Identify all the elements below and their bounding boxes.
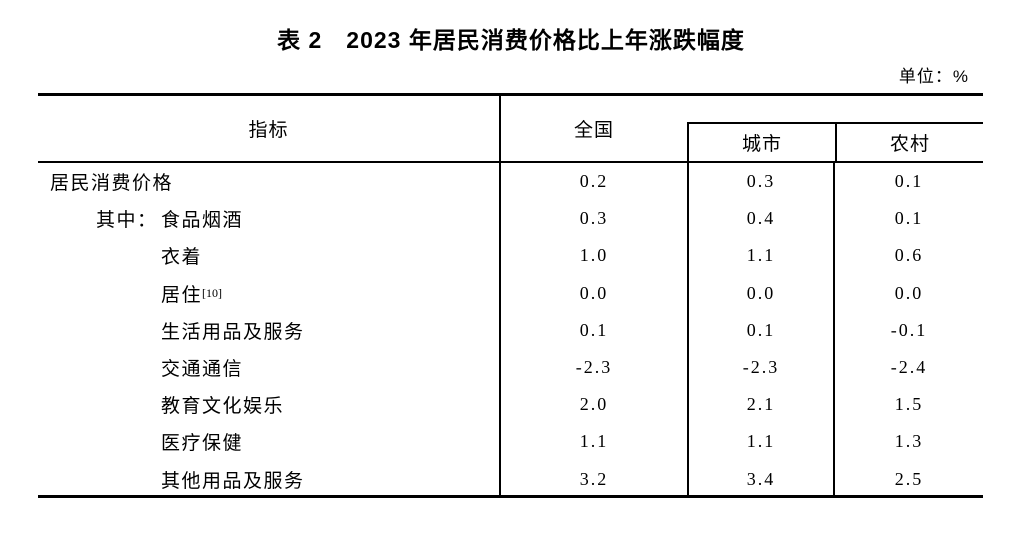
prefix-label: 其中： (96, 210, 158, 232)
rural-value: 0.1 (833, 200, 983, 238)
urban-value: 1.1 (687, 423, 833, 461)
indicator-cell: 衣着 (38, 237, 499, 274)
indicator-cell: 其他用品及服务 (38, 461, 499, 498)
indicator-label: 交通通信 (161, 359, 244, 381)
table-row: 交通通信 -2.3 -2.3 -2.4 (38, 348, 983, 387)
urban-value: 0.1 (687, 311, 833, 349)
indicator-label: 居民消费价格 (50, 173, 174, 195)
rural-value: 1.3 (833, 423, 983, 461)
indicator-cell: 交通通信 (38, 349, 499, 386)
indicator-cell: 居住 [10] (38, 275, 499, 312)
urban-value: 2.1 (687, 386, 833, 424)
rural-value: 0.6 (833, 237, 983, 275)
table-body: 居民消费价格 0.2 0.3 0.1 其中： 食品烟酒 0.3 0.4 0.1 衣着 1.0 1.1 0… (38, 163, 983, 498)
indicator-cell: 医疗保健 (38, 423, 499, 460)
table-header: 指标 全国 城市 农村 (38, 96, 983, 163)
table-row: 居民消费价格 0.2 0.3 0.1 (38, 163, 983, 201)
rural-value: -0.1 (833, 311, 983, 349)
table-row: 衣着 1.0 1.1 0.6 (38, 237, 983, 275)
indicator-label: 医疗保健 (161, 433, 244, 455)
header-national: 全国 (499, 96, 687, 161)
header-rural: 农村 (835, 124, 983, 161)
national-value: 2.0 (499, 386, 687, 424)
urban-value: 1.1 (687, 237, 833, 275)
table-row: 其他用品及服务 3.2 3.4 2.5 (38, 460, 983, 498)
national-value: 0.0 (499, 274, 687, 312)
rural-value: 0.1 (833, 163, 983, 201)
header-urban: 城市 (741, 134, 782, 155)
header-indicator: 指标 (248, 120, 289, 141)
urban-value: 0.4 (687, 200, 833, 238)
indicator-cell: 其中： 食品烟酒 (38, 200, 499, 237)
national-value: 0.3 (499, 200, 687, 238)
national-value: 0.2 (499, 163, 687, 201)
national-value: 1.0 (499, 237, 687, 275)
national-value: 3.2 (499, 460, 687, 498)
national-value: 1.1 (499, 423, 687, 461)
header-subgroup: 城市 农村 (687, 122, 983, 161)
indicator-cell: 教育文化娱乐 (38, 386, 499, 423)
table-row: 居住 [10] 0.0 0.0 0.0 (38, 274, 983, 312)
cpi-table: 指标 全国 城市 农村 居民消费价格 0.2 0.3 0.1 其中： 食品烟酒 0.3 0.4… (38, 93, 983, 498)
indicator-label: 居住 (161, 284, 203, 306)
indicator-cell: 生活用品及服务 (38, 312, 499, 349)
urban-value: -2.3 (687, 348, 833, 387)
rural-value: -2.4 (833, 348, 983, 387)
indicator-label: 食品烟酒 (161, 210, 244, 232)
indicator-label: 教育文化娱乐 (161, 396, 285, 418)
indicator-cell: 居民消费价格 (38, 163, 499, 200)
urban-value: 0.3 (687, 163, 833, 201)
urban-value: 3.4 (687, 460, 833, 498)
table-row: 生活用品及服务 0.1 0.1 -0.1 (38, 311, 983, 349)
table-row: 医疗保健 1.1 1.1 1.3 (38, 423, 983, 461)
indicator-label: 衣着 (161, 247, 203, 269)
indicator-label: 生活用品及服务 (161, 321, 305, 343)
indicator-label: 其他用品及服务 (161, 470, 305, 492)
unit-label: 单位：% (898, 67, 969, 86)
table-row: 其中： 食品烟酒 0.3 0.4 0.1 (38, 200, 983, 238)
rural-value: 2.5 (833, 460, 983, 498)
national-value: -2.3 (499, 348, 687, 387)
national-value: 0.1 (499, 311, 687, 349)
rural-value: 0.0 (833, 274, 983, 312)
rural-value: 1.5 (833, 386, 983, 424)
table-row: 教育文化娱乐 2.0 2.1 1.5 (38, 386, 983, 424)
urban-value: 0.0 (687, 274, 833, 312)
table-title: 表 2 2023 年居民消费价格比上年涨跌幅度 (277, 27, 745, 53)
